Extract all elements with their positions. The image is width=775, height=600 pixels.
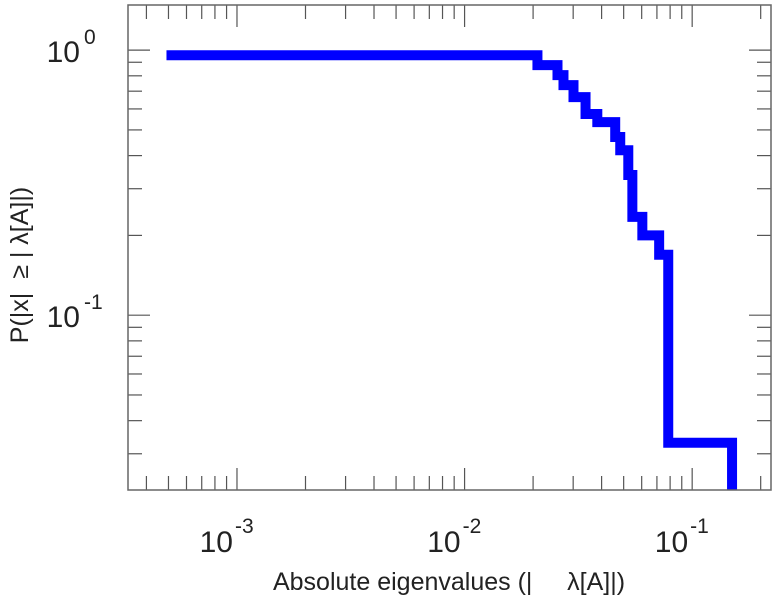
y-tick-label-exp: -1 <box>84 291 103 314</box>
y-tick-label-base: 10 <box>47 301 80 334</box>
x-tick-label-exp: -2 <box>463 515 482 538</box>
y-axis-label: P(|x| ≥ | λ[A]|) <box>6 187 34 343</box>
x-tick-label-base: 10 <box>200 526 233 559</box>
x-tick-label-exp: -1 <box>690 515 709 538</box>
x-tick-labels: 10 -3 10 -2 10 -1 <box>200 515 709 559</box>
y-tick-label-exp: 0 <box>84 26 96 49</box>
x-axis-label: Absolute eigenvalues (| λ[A]|) <box>273 568 625 596</box>
x-tick-label-exp: -3 <box>235 515 254 538</box>
series-line-ccdf <box>166 50 738 490</box>
x-tick-label-base: 10 <box>427 526 460 559</box>
axis-ticks <box>128 5 771 490</box>
x-tick-label-base: 10 <box>655 526 688 559</box>
y-tick-label-base: 10 <box>47 36 80 69</box>
plot-frame <box>127 4 772 491</box>
